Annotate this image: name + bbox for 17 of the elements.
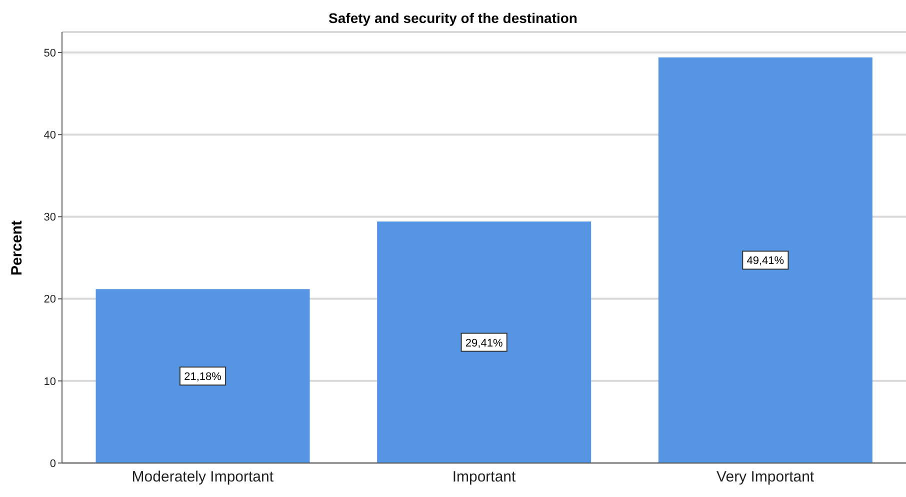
bar xyxy=(377,222,592,463)
y-tick-label: 10 xyxy=(44,376,56,388)
y-tick-label: 20 xyxy=(44,294,56,306)
bar xyxy=(96,289,310,463)
data-label: 29,41% xyxy=(465,337,503,350)
x-tick-label: Very Important xyxy=(716,468,815,486)
data-label: 21,18% xyxy=(184,371,222,384)
y-axis-title: Percent xyxy=(8,220,26,276)
x-tick-label: Important xyxy=(452,468,517,486)
bar xyxy=(658,57,872,463)
x-tick-label: Moderately Important xyxy=(132,468,274,486)
y-tick-label: 50 xyxy=(44,47,56,60)
y-tick-label: 30 xyxy=(44,212,56,224)
chart-title: Safety and security of the destination xyxy=(328,10,578,26)
y-tick-label: 40 xyxy=(44,130,56,142)
data-label: 49,41% xyxy=(746,255,784,268)
y-tick-label: 0 xyxy=(50,458,56,470)
